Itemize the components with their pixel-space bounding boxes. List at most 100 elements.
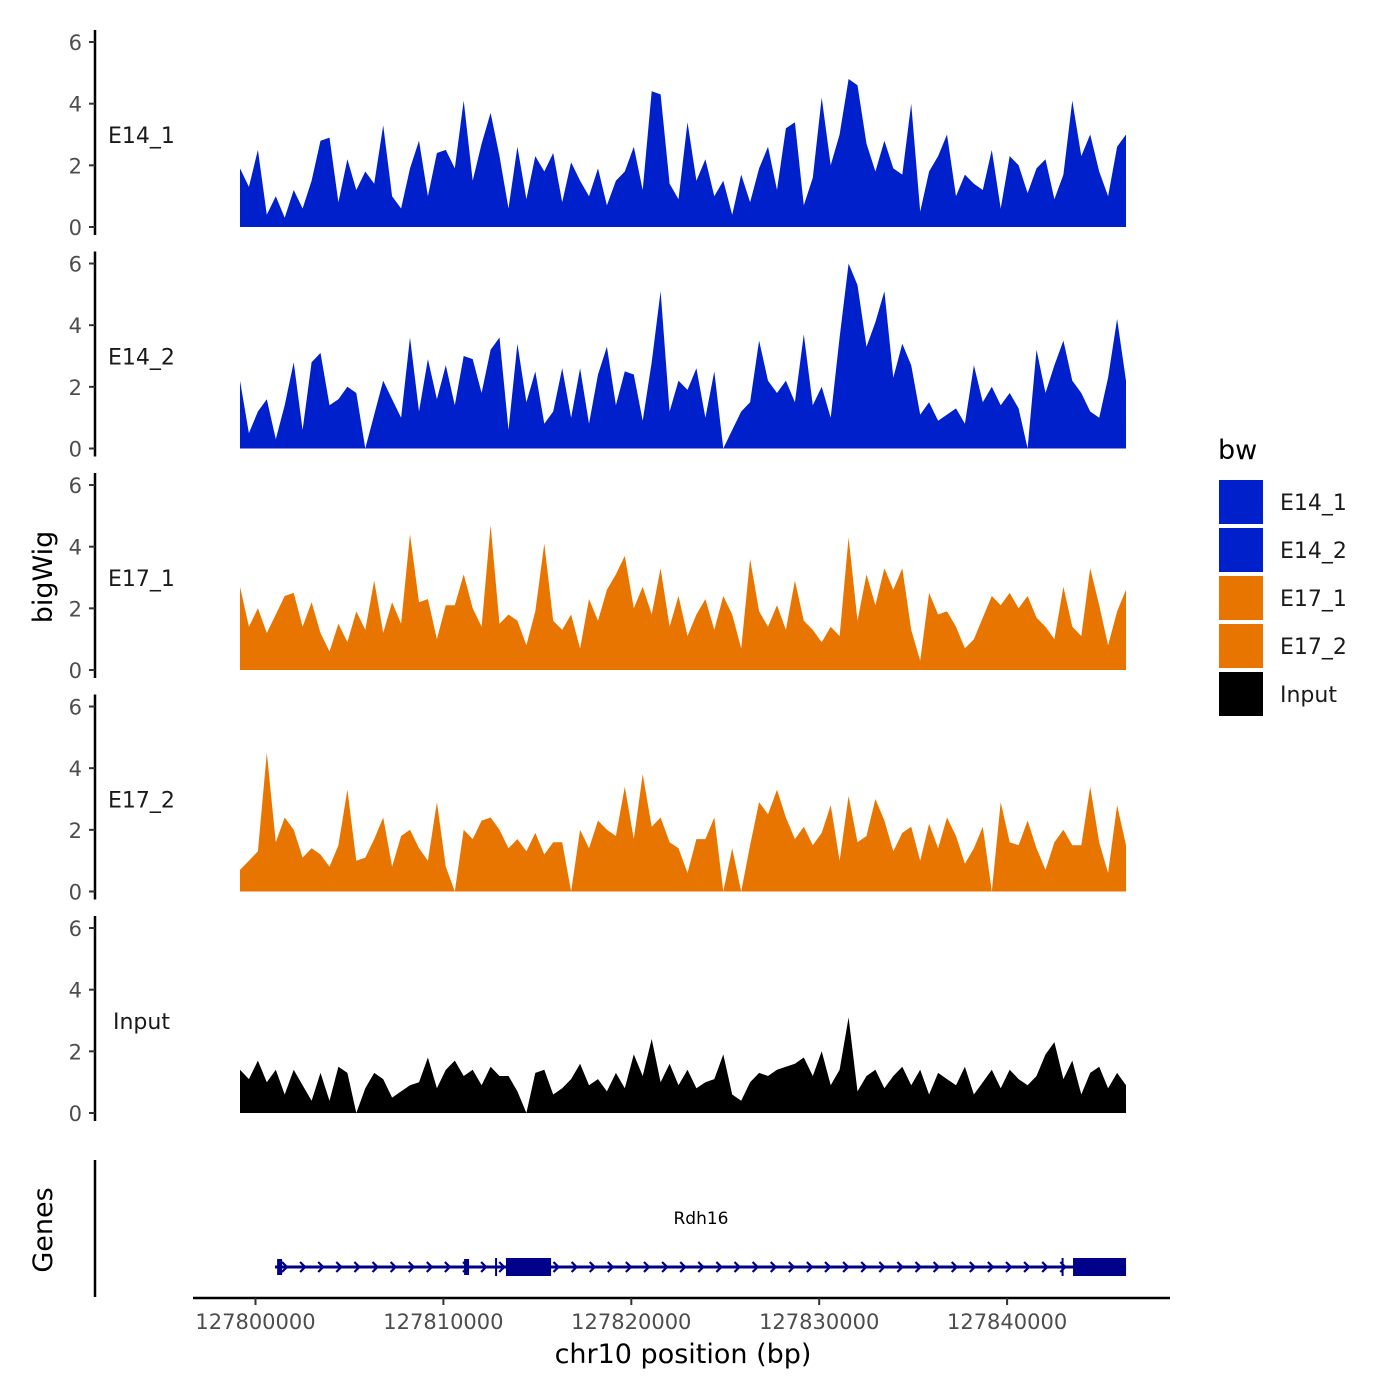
strand-arrow-icon — [896, 1261, 904, 1273]
gene-track: Rdh16 — [93, 1160, 1127, 1297]
x-tick-label: 127810000 — [383, 1310, 503, 1334]
legend-title: bw — [1218, 435, 1257, 466]
legend-key — [1219, 672, 1263, 716]
gene-exon — [464, 1259, 470, 1275]
strand-arrow-icon — [969, 1261, 977, 1273]
coverage-area — [239, 752, 1127, 892]
strand-arrow-icon — [480, 1261, 488, 1273]
y-tick-label: 2 — [69, 376, 82, 400]
track-label: E14_1 — [108, 124, 175, 149]
legend-label: E14_2 — [1280, 539, 1347, 564]
x-tick-label: 127830000 — [759, 1310, 879, 1334]
strand-arrow-icon — [987, 1261, 995, 1273]
track-e17-1: 0 2 4 6 E17_1 — [69, 473, 1127, 683]
strand-arrow-icon — [842, 1261, 850, 1273]
legend-key — [1219, 528, 1263, 572]
track-label: E14_2 — [108, 346, 175, 371]
strand-arrow-icon — [751, 1261, 760, 1273]
strand-arrow-icon — [426, 1261, 434, 1273]
strand-arrow-icon — [1041, 1261, 1049, 1273]
y-tick-label: 4 — [69, 93, 82, 117]
gene-track-title: Genes — [28, 1187, 59, 1272]
x-tick-label: 127820000 — [571, 1310, 691, 1334]
strand-arrow-icon — [444, 1261, 452, 1273]
coverage-area — [239, 79, 1127, 227]
track-label: Input — [113, 1010, 170, 1035]
gene-exon — [1061, 1258, 1064, 1276]
y-tick-label: 0 — [69, 1102, 82, 1126]
track-input: 0 2 4 6 Input — [69, 916, 1127, 1126]
strand-arrow-icon — [552, 1261, 561, 1273]
track-label: E17_1 — [108, 567, 175, 592]
gene-exon — [277, 1259, 283, 1275]
y-tick-label: 4 — [69, 979, 82, 1003]
y-tick-label: 4 — [69, 536, 82, 560]
x-tick-label: 127840000 — [947, 1310, 1067, 1334]
y-tick-label: 2 — [69, 819, 82, 843]
gene-exon — [505, 1258, 552, 1276]
strand-arrow-icon — [1005, 1261, 1013, 1273]
strand-arrow-icon — [679, 1261, 687, 1273]
strand-arrow-icon — [661, 1261, 669, 1273]
track-panels: 0 2 4 6 E14_1 0 2 4 6 E14_2 0 2 4 6 E17_1 0 2 4 6 E17_2 0 2 4 6… — [69, 30, 1127, 1126]
strand-arrow-icon — [1023, 1261, 1031, 1273]
strand-arrow-icon — [371, 1261, 380, 1273]
strand-arrow-icon — [733, 1261, 742, 1273]
strand-arrow-icon — [625, 1261, 633, 1273]
legend: bw E14_1 E14_2 E17_1 E17_2 Input — [1218, 435, 1347, 716]
strand-arrow-icon — [769, 1261, 778, 1273]
y-tick-label: 2 — [69, 1040, 82, 1064]
strand-arrow-icon — [824, 1261, 832, 1273]
track-e17-2: 0 2 4 6 E17_2 — [69, 694, 1127, 905]
strand-arrow-icon — [715, 1261, 723, 1273]
strand-arrow-icon — [498, 1261, 506, 1273]
track-label: E17_2 — [108, 789, 175, 814]
strand-arrow-icon — [878, 1261, 886, 1273]
legend-key — [1219, 480, 1263, 524]
coverage-area — [239, 525, 1127, 670]
strand-arrow-icon — [299, 1261, 307, 1273]
track-e14-1: 0 2 4 6 E14_1 — [69, 30, 1127, 240]
y-tick-label: 6 — [69, 253, 82, 277]
gene-exon — [1073, 1258, 1127, 1276]
y-tick-label: 6 — [69, 31, 82, 55]
track-e14-2: 0 2 4 6 E14_2 — [69, 251, 1127, 462]
strand-arrow-icon — [317, 1261, 325, 1273]
strand-arrow-icon — [389, 1261, 398, 1273]
legend-key — [1219, 576, 1263, 620]
y-tick-label: 6 — [69, 917, 82, 941]
y-tick-label: 4 — [69, 757, 82, 781]
x-axis-title: chr10 position (bp) — [555, 1339, 812, 1370]
strand-arrow-icon — [281, 1261, 289, 1273]
legend-label: Input — [1280, 683, 1337, 708]
gene-exon — [495, 1258, 498, 1276]
strand-arrow-icon — [570, 1261, 579, 1273]
strand-arrow-icon — [932, 1261, 941, 1273]
strand-arrow-icon — [335, 1261, 343, 1273]
coverage-area — [239, 263, 1127, 449]
y-tick-label: 4 — [69, 314, 82, 338]
x-tick-label: 127800000 — [195, 1310, 315, 1334]
coverage-area — [239, 1017, 1127, 1113]
strand-arrow-icon — [950, 1261, 959, 1273]
strand-arrow-icon — [914, 1261, 923, 1273]
strand-arrow-icon — [643, 1261, 651, 1273]
legend-label: E17_1 — [1280, 587, 1347, 612]
strand-arrow-icon — [407, 1261, 416, 1273]
strand-arrow-icon — [607, 1261, 615, 1273]
strand-arrow-icon — [697, 1261, 705, 1273]
y-tick-label: 0 — [69, 216, 82, 240]
strand-arrow-icon — [353, 1261, 361, 1273]
y-tick-label: 6 — [69, 696, 82, 720]
legend-key — [1219, 624, 1263, 668]
y-tick-label: 0 — [69, 881, 82, 905]
gene-name-label: Rdh16 — [673, 1209, 728, 1229]
y-tick-label: 0 — [69, 438, 82, 462]
y-axis-title: bigWig — [28, 531, 59, 624]
y-tick-label: 2 — [69, 597, 82, 621]
strand-arrow-icon — [588, 1261, 597, 1273]
y-tick-label: 2 — [69, 154, 82, 178]
y-tick-label: 6 — [69, 474, 82, 498]
strand-arrow-icon — [860, 1261, 868, 1273]
